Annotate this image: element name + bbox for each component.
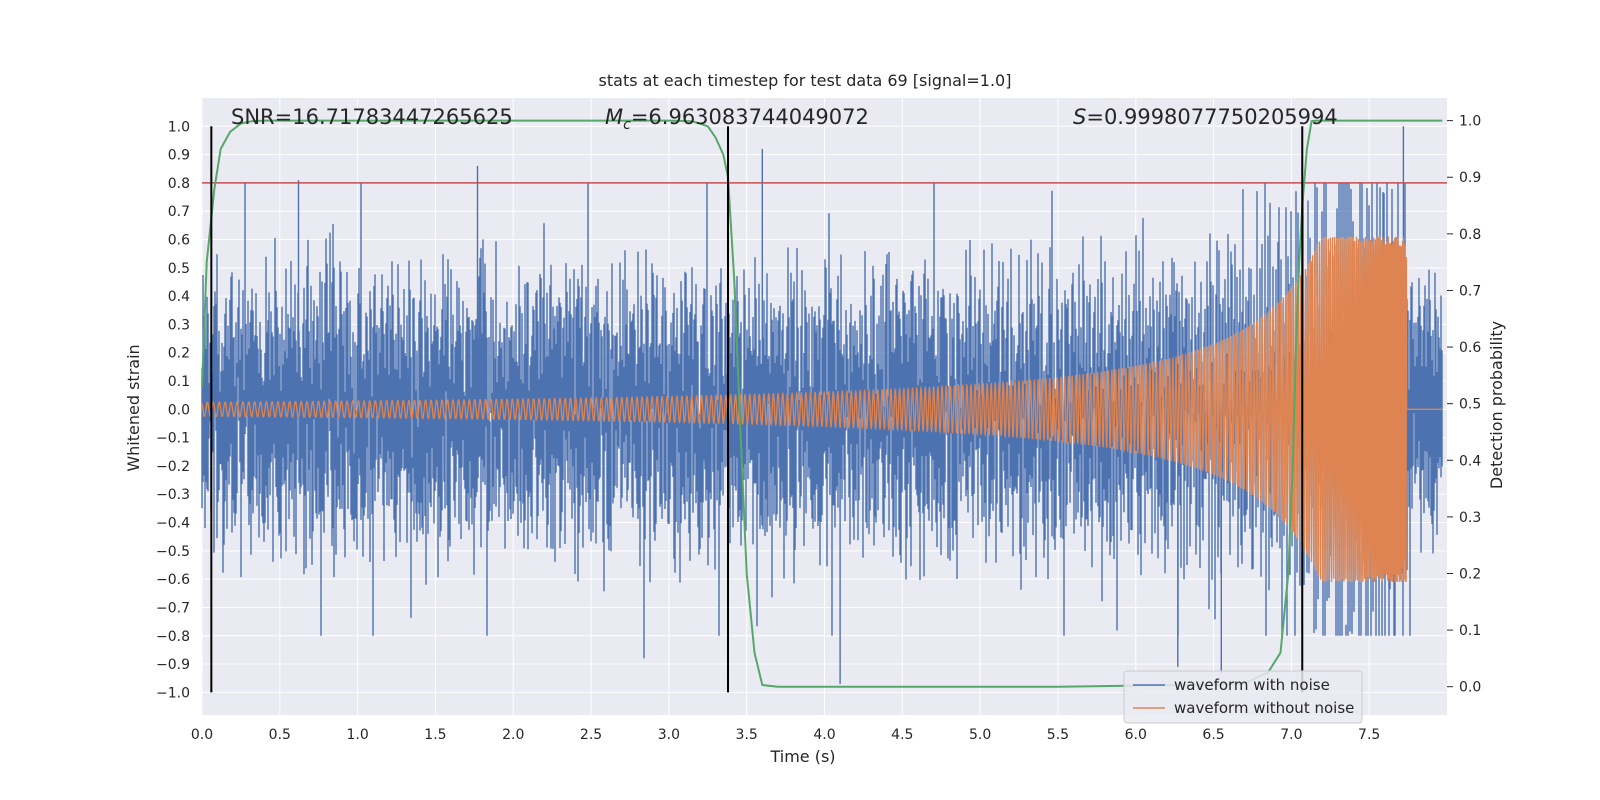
y-tick-label: 0.8 (168, 176, 190, 192)
y-right-tick-label: 0.0 (1459, 680, 1481, 696)
score-annotation: S=0.9998077750205994 (1073, 105, 1338, 129)
score-value: =0.9998077750205994 (1086, 105, 1337, 129)
y-tick-label: 0.6 (168, 233, 190, 249)
x-tick-label: 0.5 (269, 727, 291, 743)
chirp-mass-value: =6.963083744049072 (631, 105, 869, 129)
y-tick-label: 0.3 (168, 317, 190, 333)
chirp-mass-annotation: Mc=6.963083744049072 (605, 105, 869, 133)
y-right-tick-label: 0.6 (1459, 340, 1481, 356)
y-axis-right-label: Detection probability (1487, 321, 1506, 489)
y-tick-label: −0.6 (156, 572, 190, 588)
x-axis-label: Time (s) (769, 747, 835, 766)
y-tick-label: −0.4 (156, 516, 190, 532)
legend-label-with-noise: waveform with noise (1174, 676, 1330, 694)
x-tick-label: 0.0 (191, 727, 213, 743)
chart-title: stats at each timestep for test data 69 … (599, 71, 1012, 90)
x-tick-label: 4.0 (813, 727, 835, 743)
x-tick-label: 6.0 (1125, 727, 1147, 743)
vertical-markers (210, 126, 1304, 693)
y-tick-label: 0.2 (168, 346, 190, 362)
legend-label-without-noise: waveform without noise (1174, 699, 1354, 717)
y-right-tick-label: 0.4 (1459, 453, 1481, 469)
x-tick-label: 5.5 (1047, 727, 1069, 743)
y-tick-label: −1.0 (156, 685, 190, 701)
y-tick-label: −0.8 (156, 629, 190, 645)
x-tick-label: 3.0 (658, 727, 680, 743)
y-tick-label: 1.0 (168, 119, 190, 135)
x-tick-label: 3.5 (736, 727, 758, 743)
y-right-tick-label: 0.1 (1459, 623, 1481, 639)
y-tick-label: 0.1 (168, 374, 190, 390)
y-axis-right-ticks: 1.0 0.9 0.8 0.7 0.6 0.5 0.4 0.3 0.2 0.1 0.0 (1447, 114, 1481, 696)
waveform-without-noise-line (201, 236, 1443, 582)
x-tick-label: 1.0 (346, 727, 368, 743)
y-right-tick-label: 1.0 (1459, 114, 1481, 130)
x-tick-label: 2.0 (502, 727, 524, 743)
y-right-tick-label: 0.9 (1459, 170, 1481, 186)
snr-annotation: SNR=16.71783447265625 (231, 105, 513, 129)
y-tick-label: 0.5 (168, 261, 190, 277)
y-right-tick-label: 0.8 (1459, 227, 1481, 243)
y-right-tick-label: 0.3 (1459, 510, 1481, 526)
chirp-mass-symbol: M (605, 105, 623, 129)
y-tick-label: 0.4 (168, 289, 190, 305)
x-tick-label: 7.5 (1358, 727, 1380, 743)
legend: waveform with noise waveform without noi… (1123, 670, 1363, 724)
x-axis-ticks: 0.0 0.5 1.0 1.5 2.0 2.5 3.0 3.5 4.0 4.5 5.0 5.5 6.0 6… (191, 727, 1380, 743)
y-tick-label: −0.3 (156, 487, 190, 503)
y-tick-label: 0.0 (168, 402, 190, 418)
y-tick-label: −0.9 (156, 657, 190, 673)
series-waveform-without-noise (201, 236, 1443, 582)
y-tick-label: −0.2 (156, 459, 190, 475)
chirp-mass-subscript: c (623, 117, 631, 133)
y-tick-label: −0.7 (156, 600, 190, 616)
y-right-tick-label: 0.7 (1459, 283, 1481, 299)
x-tick-label: 1.5 (424, 727, 446, 743)
x-tick-label: 5.0 (969, 727, 991, 743)
x-tick-label: 7.0 (1280, 727, 1302, 743)
x-tick-label: 4.5 (891, 727, 913, 743)
y-tick-label: −0.5 (156, 544, 190, 560)
y-right-tick-label: 0.2 (1459, 566, 1481, 582)
y-tick-label: 0.9 (168, 148, 190, 164)
y-tick-label: −0.1 (156, 431, 190, 447)
x-tick-label: 6.5 (1202, 727, 1224, 743)
x-tick-label: 2.5 (580, 727, 602, 743)
y-right-tick-label: 0.5 (1459, 397, 1481, 413)
y-tick-label: 0.7 (168, 204, 190, 220)
legend-box (1123, 670, 1363, 724)
score-symbol: S (1073, 105, 1086, 129)
y-axis-label: Whitened strain (124, 344, 143, 471)
y-axis-ticks: 1.0 0.9 0.8 0.7 0.6 0.5 0.4 0.3 0.2 0.1 0.0 −0.1 −0.… (156, 119, 190, 701)
